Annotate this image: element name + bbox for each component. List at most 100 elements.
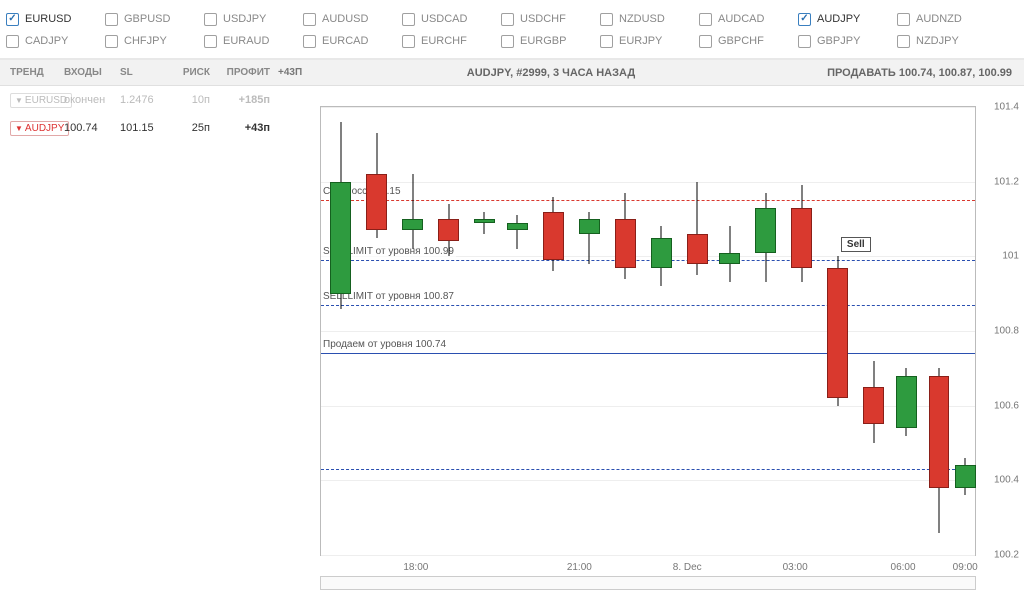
checkbox-icon — [204, 13, 217, 26]
checkbox-icon — [204, 35, 217, 48]
sl-value: 101.15 — [120, 122, 170, 134]
pair-checkbox-nzdjpy[interactable]: NZDJPY — [897, 30, 996, 52]
checkbox-icon — [897, 35, 910, 48]
checkbox-icon — [303, 13, 316, 26]
pair-label: USDJPY — [223, 13, 266, 25]
y-tick-label: 101.4 — [994, 102, 1019, 113]
trend-badge: AUDJPY — [10, 121, 69, 136]
signal-row[interactable]: EURUSDокончен1.247610п+185п — [0, 86, 310, 114]
profit-value: +185п — [218, 94, 278, 106]
candle — [719, 107, 740, 555]
candle — [955, 107, 976, 555]
pair-label: EURJPY — [619, 35, 662, 47]
pair-checkbox-usdchf[interactable]: USDCHF — [501, 8, 600, 30]
pair-checkbox-eurchf[interactable]: EURCHF — [402, 30, 501, 52]
chart-scrollbar[interactable] — [320, 576, 976, 590]
pair-checkbox-chfjpy[interactable]: CHFJPY — [105, 30, 204, 52]
col-entry: ВХОДЫ — [64, 67, 120, 78]
pair-label: NZDJPY — [916, 35, 959, 47]
candlestick-chart[interactable]: 100.2100.4100.6100.8101101.2101.418:0021… — [310, 86, 1024, 596]
pair-checkbox-audusd[interactable]: AUDUSD — [303, 8, 402, 30]
pair-label: GBPJPY — [817, 35, 860, 47]
sell-badge: Sell — [841, 237, 871, 252]
current-profit: +43П — [278, 67, 338, 78]
checkbox-icon — [105, 35, 118, 48]
col-risk: РИСК — [170, 67, 218, 78]
sl-value: 1.2476 — [120, 94, 170, 106]
pair-checkbox-nzdusd[interactable]: NZDUSD — [600, 8, 699, 30]
pair-label: CADJPY — [25, 35, 68, 47]
pair-label: AUDCAD — [718, 13, 764, 25]
pair-label: EURGBP — [520, 35, 566, 47]
checkbox-icon — [699, 13, 712, 26]
checkbox-icon — [798, 13, 811, 26]
y-tick-label: 100.4 — [994, 475, 1019, 486]
candle — [929, 107, 950, 555]
pair-label: CHFJPY — [124, 35, 167, 47]
checkbox-icon — [600, 35, 613, 48]
candle — [366, 107, 387, 555]
pair-checkbox-eurcad[interactable]: EURCAD — [303, 30, 402, 52]
pair-checkbox-usdjpy[interactable]: USDJPY — [204, 8, 303, 30]
pair-label: AUDUSD — [322, 13, 368, 25]
y-tick-label: 101.2 — [994, 176, 1019, 187]
x-tick-label: 03:00 — [783, 562, 808, 573]
pair-label: EURCHF — [421, 35, 467, 47]
candle — [438, 107, 459, 555]
signal-row[interactable]: AUDJPY100.74101.1525п+43п — [0, 114, 310, 142]
pair-label: EURCAD — [322, 35, 368, 47]
pair-checkbox-gbpusd[interactable]: GBPUSD — [105, 8, 204, 30]
y-tick-label: 100.8 — [994, 326, 1019, 337]
checkbox-icon — [600, 13, 613, 26]
pair-checkbox-audcad[interactable]: AUDCAD — [699, 8, 798, 30]
x-tick-label: 21:00 — [567, 562, 592, 573]
sell-levels-header: ПРОДАВАТЬ 100.74, 100.87, 100.99 — [764, 67, 1024, 79]
checkbox-icon — [402, 13, 415, 26]
candle — [687, 107, 708, 555]
checkbox-icon — [501, 35, 514, 48]
pair-label: USDCHF — [520, 13, 566, 25]
chart-title: AUDJPY, #2999, 3 ЧАСА НАЗАД — [338, 67, 764, 79]
pair-checkbox-gbpchf[interactable]: GBPCHF — [699, 30, 798, 52]
candle — [863, 107, 884, 555]
pair-label: GBPCHF — [718, 35, 764, 47]
signals-header: ТРЕНД ВХОДЫ SL РИСК ПРОФИТ +43П AUDJPY, … — [0, 60, 1024, 86]
pair-checkbox-audnzd[interactable]: AUDNZD — [897, 8, 996, 30]
y-tick-label: 101 — [1002, 251, 1019, 262]
risk-value: 10п — [170, 94, 218, 106]
col-profit: ПРОФИТ — [218, 67, 278, 78]
pair-checkbox-eurjpy[interactable]: EURJPY — [600, 30, 699, 52]
y-gridline — [321, 555, 975, 556]
candle — [827, 107, 848, 555]
pair-checkbox-usdcad[interactable]: USDCAD — [402, 8, 501, 30]
candle — [651, 107, 672, 555]
candle — [330, 107, 351, 555]
pair-checkbox-eurgbp[interactable]: EURGBP — [501, 30, 600, 52]
candle — [615, 107, 636, 555]
pair-checkbox-euraud[interactable]: EURAUD — [204, 30, 303, 52]
pair-label: NZDUSD — [619, 13, 665, 25]
x-tick-label: 8. Dec — [673, 562, 702, 573]
checkbox-icon — [105, 13, 118, 26]
x-tick-label: 18:00 — [403, 562, 428, 573]
pair-label: USDCAD — [421, 13, 467, 25]
trend-badge: EURUSD — [10, 93, 72, 108]
x-tick-label: 06:00 — [891, 562, 916, 573]
signals-table: EURUSDокончен1.247610п+185пAUDJPY100.741… — [0, 86, 310, 596]
pair-label: GBPUSD — [124, 13, 170, 25]
pair-checkbox-gbpjpy[interactable]: GBPJPY — [798, 30, 897, 52]
entry-value: окончен — [64, 94, 120, 106]
y-tick-label: 100.2 — [994, 550, 1019, 561]
col-sl: SL — [120, 67, 170, 78]
pair-selector: EURUSD GBPUSD USDJPY AUDUSD USDCAD USDCHF NZDU… — [0, 0, 1024, 60]
pair-label: AUDNZD — [916, 13, 962, 25]
pair-checkbox-eurusd[interactable]: EURUSD — [6, 8, 105, 30]
candle — [579, 107, 600, 555]
x-tick-label: 09:00 — [953, 562, 978, 573]
candle — [755, 107, 776, 555]
candle — [474, 107, 495, 555]
checkbox-icon — [6, 35, 19, 48]
profit-value: +43п — [218, 122, 278, 134]
pair-checkbox-audjpy[interactable]: AUDJPY — [798, 8, 897, 30]
pair-checkbox-cadjpy[interactable]: CADJPY — [6, 30, 105, 52]
